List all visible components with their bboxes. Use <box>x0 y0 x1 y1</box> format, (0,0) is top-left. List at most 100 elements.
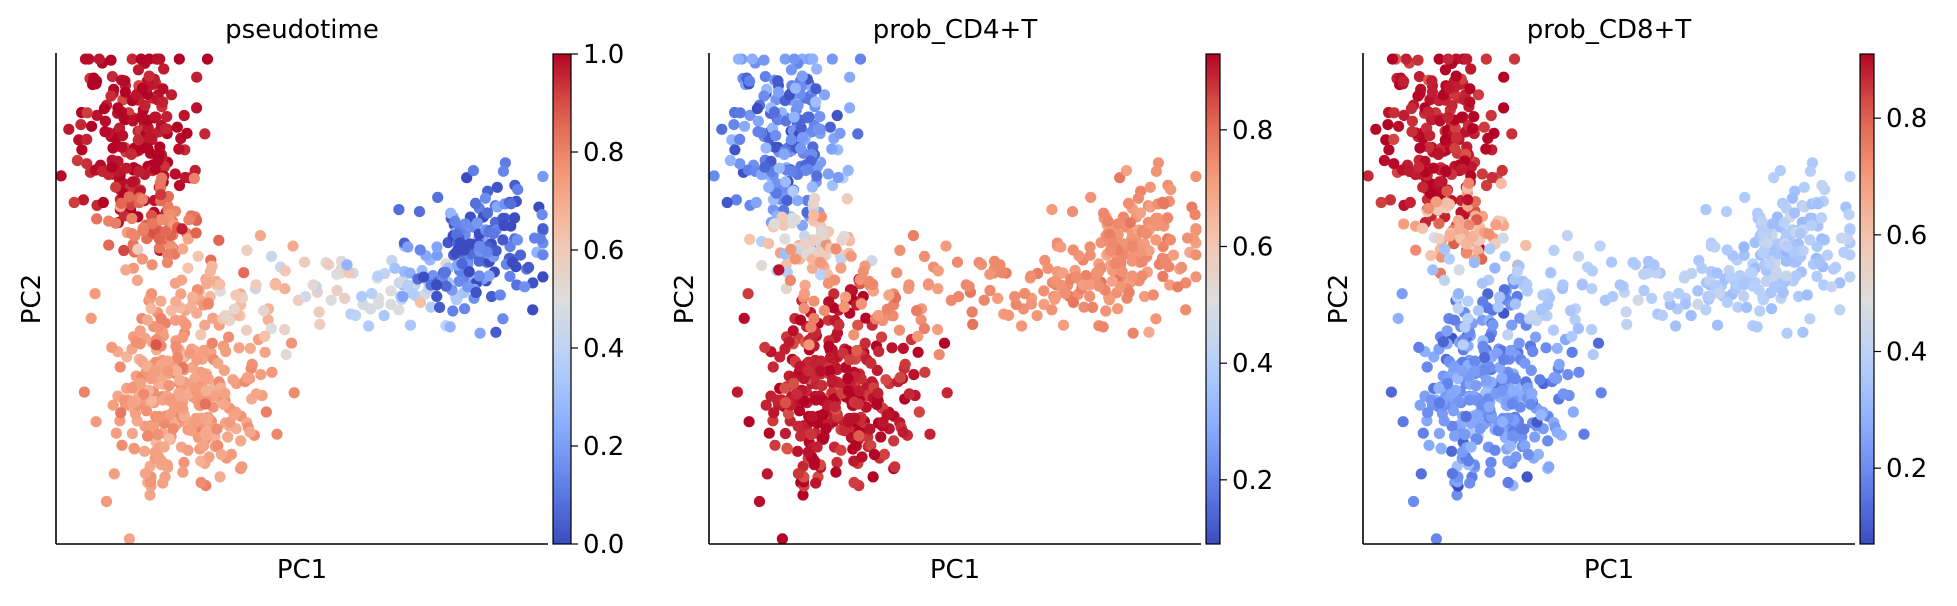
scatter-point <box>144 132 156 144</box>
scatter-point <box>1821 249 1834 261</box>
scatter-point <box>139 468 151 480</box>
scatter-point <box>841 193 853 205</box>
scatter-point <box>1167 249 1180 261</box>
scatter-point <box>149 111 161 123</box>
scatter-point <box>1786 192 1798 204</box>
scatter-point <box>828 288 840 300</box>
scatter-point <box>774 351 786 363</box>
scatter-point <box>181 127 193 139</box>
scatter-point <box>1443 253 1455 265</box>
scatter-point <box>1474 423 1486 435</box>
scatter-point <box>254 230 266 242</box>
scatter-point <box>1738 241 1750 253</box>
scatter-point <box>212 440 224 452</box>
scatter-point <box>1685 310 1697 322</box>
scatter-point <box>341 259 353 271</box>
scatter-point <box>815 269 827 281</box>
scatter-point <box>1794 228 1807 240</box>
scatter-point <box>1790 270 1802 282</box>
scatter-point <box>951 256 964 268</box>
scatter-point <box>246 358 258 370</box>
scatter-point <box>1494 291 1506 303</box>
scatter-point <box>842 416 855 428</box>
scatter-point <box>1433 218 1445 230</box>
scatter-point <box>228 409 240 421</box>
scatter-point <box>450 294 462 306</box>
scatter-point <box>325 294 337 306</box>
scatter-point <box>912 346 924 358</box>
scatter-point <box>406 287 418 299</box>
scatter-point <box>1104 228 1116 240</box>
scatter-point <box>173 179 186 192</box>
scatter-point <box>1190 223 1202 235</box>
scatter-point <box>1557 388 1569 400</box>
scatter-point <box>1144 181 1156 193</box>
scatter-point <box>142 142 154 154</box>
scatter-point <box>802 163 814 175</box>
scatter-point <box>827 374 839 386</box>
scatter-point <box>68 196 80 209</box>
scatter-point <box>126 53 138 65</box>
scatter-point <box>1388 133 1400 145</box>
scatter-point <box>165 89 178 101</box>
scatter-point <box>1586 265 1598 277</box>
scatter-point <box>1384 194 1396 206</box>
scatter-point <box>1427 264 1439 276</box>
scatter-point <box>195 476 207 489</box>
scatter-point <box>1093 280 1105 292</box>
scatter-point <box>1801 289 1813 301</box>
scatter-point <box>852 398 865 410</box>
scatter-point <box>139 420 151 432</box>
scatter-point <box>146 218 158 230</box>
scatter-point <box>413 206 426 218</box>
scatter-point <box>728 119 740 131</box>
scatter-point <box>1844 223 1856 235</box>
scatter-point <box>1433 427 1445 440</box>
scatter-point <box>1398 218 1410 230</box>
scatter-point <box>155 312 167 325</box>
scatter-point <box>447 305 459 317</box>
scatter-point <box>363 320 375 332</box>
scatter-point <box>743 416 755 428</box>
scatter-point <box>431 249 443 261</box>
scatter-point <box>126 212 138 225</box>
scatter-point <box>106 161 118 173</box>
scatter-point <box>195 329 207 341</box>
scatter-point <box>1452 214 1465 227</box>
scatter-point <box>829 401 841 413</box>
scatter-point <box>820 423 832 435</box>
scatter-point <box>402 241 414 253</box>
scatter-point <box>797 489 809 501</box>
scatter-point <box>219 309 231 322</box>
scatter-point <box>1587 349 1599 361</box>
scatter-point <box>505 198 517 210</box>
scatter-point <box>833 319 845 331</box>
scatter-point <box>752 126 764 138</box>
scatter-point <box>119 86 131 98</box>
scatter-point <box>1437 336 1449 348</box>
scatter-point <box>474 240 486 252</box>
scatter-point <box>1430 196 1442 208</box>
scatter-point <box>90 416 102 428</box>
scatter-point <box>1529 431 1541 443</box>
scatter-point <box>1484 243 1496 255</box>
scatter-point <box>75 119 87 131</box>
scatter-point <box>259 346 271 358</box>
scatter-point <box>893 324 906 336</box>
scatter-point <box>1122 197 1135 209</box>
scatter-point <box>1507 430 1519 442</box>
scatter-point <box>131 274 143 286</box>
scatter-point <box>110 181 122 193</box>
scatter-point <box>456 258 468 270</box>
scatter-point <box>1812 198 1824 210</box>
scatter-point <box>1567 406 1579 418</box>
scatter-point <box>1496 372 1508 384</box>
scatter-point <box>830 466 842 478</box>
scatter-point <box>908 369 920 381</box>
scatter-point <box>941 387 953 399</box>
scatter-point <box>1788 207 1801 219</box>
scatter-point <box>773 162 786 174</box>
scatter-point <box>1506 319 1518 331</box>
scatter-point <box>734 107 746 119</box>
scatter-point <box>1480 179 1493 192</box>
